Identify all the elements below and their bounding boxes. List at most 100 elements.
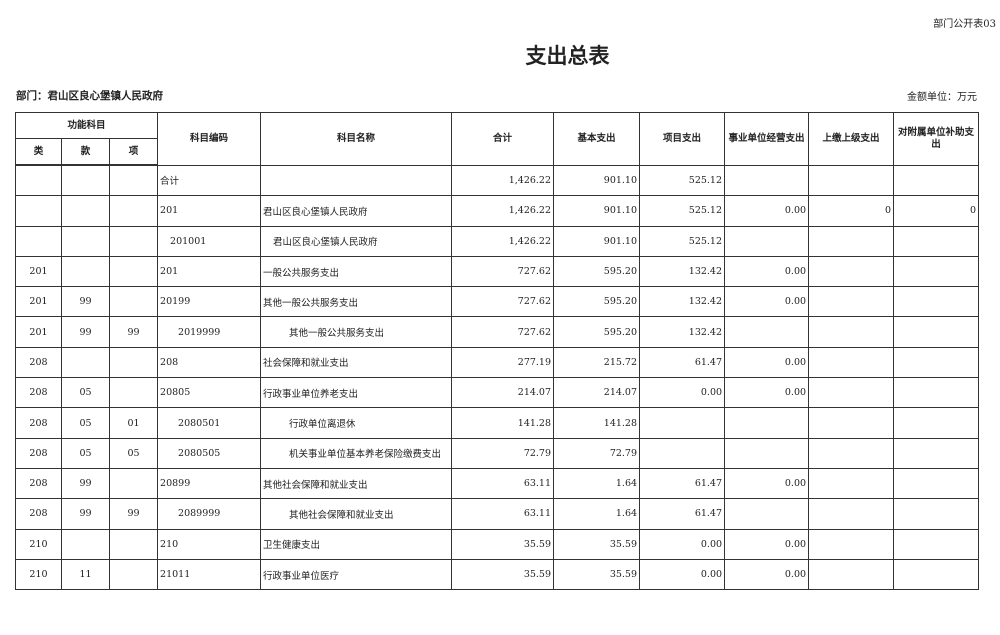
cell-business (724, 225, 810, 257)
cell-total: 727.62 (451, 316, 555, 348)
cell-upper (808, 164, 895, 197)
cell-subsidy (893, 346, 980, 379)
cell-kuan (61, 164, 110, 197)
cell-subsidy: 0 (893, 195, 980, 227)
cell-xiang: 01 (108, 407, 159, 439)
cell-kuan: 11 (61, 558, 110, 591)
cell-kuan (61, 255, 110, 288)
cell-basic: 141.28 (553, 407, 641, 439)
cell-kuan: 99 (61, 316, 110, 348)
cell-business (724, 498, 810, 530)
header-code: 科目编码 (157, 112, 262, 166)
cell-business (724, 316, 810, 348)
cell-subsidy (893, 467, 980, 500)
cell-project: 0.00 (639, 528, 726, 560)
cell-total: 1,426.22 (451, 225, 555, 257)
cell-name: 行政单位离退休 (260, 407, 453, 439)
cell-business: 0.00 (724, 558, 810, 591)
table-row: 208 99 99 2089999 其他社会保障和就业支出 63.11 1.64 61.47 (15, 498, 980, 530)
cell-upper (808, 346, 895, 379)
cell-name: 行政事业单位医疗 (260, 558, 453, 591)
cell-project: 525.12 (639, 164, 726, 197)
cell-subsidy (893, 377, 980, 409)
cell-project: 0.00 (639, 558, 726, 591)
cell-subsidy (893, 316, 980, 348)
cell-code: 合计 (157, 164, 262, 197)
cell-basic: 595.20 (553, 316, 641, 348)
cell-name: 社会保障和就业支出 (260, 346, 453, 379)
cell-total: 63.11 (451, 467, 555, 500)
cell-upper (808, 407, 895, 439)
cell-kuan (61, 528, 110, 560)
cell-xiang: 99 (108, 316, 159, 348)
cell-lei (15, 164, 62, 197)
cell-subsidy (893, 528, 980, 560)
cell-total: 1,426.22 (451, 164, 555, 197)
cell-basic: 215.72 (553, 346, 641, 379)
cell-upper (808, 316, 895, 348)
cell-code: 20805 (157, 377, 262, 409)
cell-project: 525.12 (639, 195, 726, 227)
cell-code: 2089999 (157, 498, 262, 530)
cell-business: 0.00 (724, 346, 810, 379)
cell-xiang (108, 346, 159, 379)
cell-code: 201 (157, 195, 262, 227)
cell-basic: 214.07 (553, 377, 641, 409)
header-business: 事业单位经营支出 (724, 112, 810, 166)
header-total: 合计 (451, 112, 555, 166)
cell-basic: 1.64 (553, 467, 641, 500)
table-row: 合计 1,426.22 901.10 525.12 (15, 164, 980, 197)
cell-upper (808, 255, 895, 288)
cell-lei: 201 (15, 316, 62, 348)
cell-project: 132.42 (639, 316, 726, 348)
header-kuan: 款 (61, 138, 110, 166)
cell-total: 63.11 (451, 498, 555, 530)
table-row: 208 208 社会保障和就业支出 277.19 215.72 61.47 0.00 (15, 346, 980, 379)
page-title: 支出总表 (525, 44, 610, 68)
table-row: 201 99 20199 其他一般公共服务支出 727.62 595.20 132.42 0.… (15, 286, 980, 318)
cell-name: 其他一般公共服务支出 (260, 286, 453, 318)
cell-basic: 35.59 (553, 558, 641, 591)
cell-code: 21011 (157, 558, 262, 591)
cell-code: 201 (157, 255, 262, 288)
cell-code: 208 (157, 346, 262, 379)
cell-lei: 208 (15, 437, 62, 469)
cell-lei: 208 (15, 498, 62, 530)
header-lei: 类 (15, 138, 62, 166)
cell-xiang (108, 286, 159, 318)
cell-kuan: 05 (61, 377, 110, 409)
header-upper: 上缴上级支出 (808, 112, 895, 166)
cell-total: 727.62 (451, 255, 555, 288)
cell-basic: 901.10 (553, 164, 641, 197)
cell-name: 卫生健康支出 (260, 528, 453, 560)
cell-subsidy (893, 255, 980, 288)
cell-kuan (61, 346, 110, 379)
cell-name: 其他社会保障和就业支出 (260, 467, 453, 500)
cell-business (724, 164, 810, 197)
department-label: 部门：君山区良心堡镇人民政府 (16, 90, 163, 102)
cell-subsidy (893, 164, 980, 197)
cell-kuan (61, 195, 110, 227)
cell-xiang (108, 467, 159, 500)
table-row: 208 05 01 2080501 行政单位离退休 141.28 141.28 (15, 407, 980, 439)
table-row: 201 99 99 2019999 其他一般公共服务支出 727.62 595.20 132.… (15, 316, 980, 348)
cell-total: 727.62 (451, 286, 555, 318)
cell-name: 机关事业单位基本养老保险缴费支出 (260, 437, 453, 469)
cell-name: 一般公共服务支出 (260, 255, 453, 288)
cell-lei: 208 (15, 346, 62, 379)
table-row: 210 210 卫生健康支出 35.59 35.59 0.00 0.00 (15, 528, 980, 560)
cell-lei (15, 225, 62, 257)
cell-basic: 901.10 (553, 225, 641, 257)
cell-xiang: 99 (108, 498, 159, 530)
header-xiang: 项 (108, 138, 159, 166)
cell-total: 214.07 (451, 377, 555, 409)
cell-project: 61.47 (639, 467, 726, 500)
table-row: 201 201 一般公共服务支出 727.62 595.20 132.42 0.00 (15, 255, 980, 288)
cell-code: 201001 (157, 225, 262, 257)
expenditure-table: 功能科目 科目编码 科目名称 合计 基本支出 项目支出 事业单位经营支出 上缴上… (14, 112, 980, 591)
cell-lei (15, 195, 62, 227)
cell-upper (808, 225, 895, 257)
cell-subsidy (893, 437, 980, 469)
cell-upper (808, 377, 895, 409)
table-row: 201001 君山区良心堡镇人民政府 1,426.22 901.10 525.12 (15, 225, 980, 257)
